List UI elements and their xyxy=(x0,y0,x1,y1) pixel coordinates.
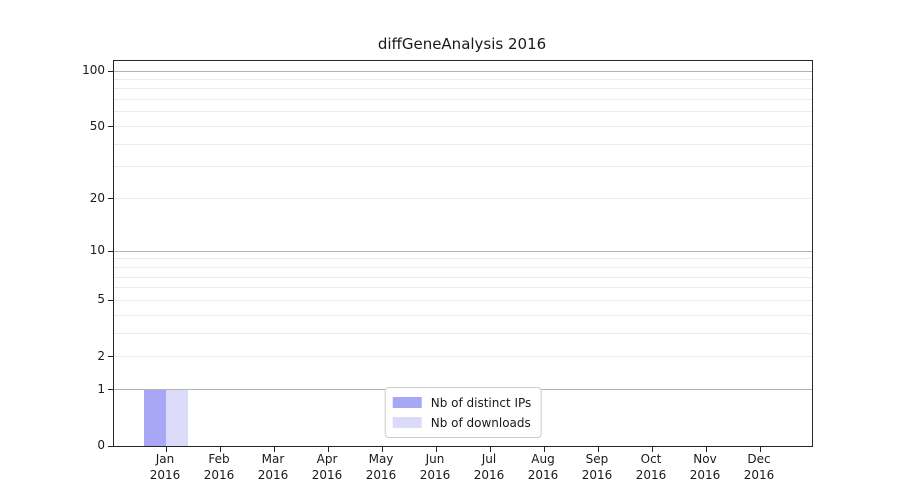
x-tick-label: Feb 2016 xyxy=(204,451,235,483)
y-gridline-minor xyxy=(114,198,812,200)
y-gridline-minor xyxy=(114,111,812,113)
legend: Nb of distinct IPs Nb of downloads xyxy=(384,387,542,438)
y-tick xyxy=(108,389,113,391)
x-tick-month: Nov xyxy=(693,452,717,466)
x-tick xyxy=(435,447,437,452)
chart-title: diffGeneAnalysis 2016 xyxy=(377,35,547,53)
y-gridline-minor xyxy=(114,299,812,301)
legend-label: Nb of downloads xyxy=(430,415,531,430)
x-tick-year: 2016 xyxy=(689,468,721,482)
y-tick-label: 10 xyxy=(89,243,105,258)
y-tick xyxy=(108,445,113,447)
y-gridline-minor xyxy=(114,266,812,268)
y-tick-label: 2 xyxy=(97,348,105,363)
x-tick-month: May xyxy=(368,452,394,466)
x-tick-month: Feb xyxy=(208,452,230,466)
x-tick-year: 2016 xyxy=(203,468,235,482)
y-tick xyxy=(108,126,113,128)
x-tick xyxy=(651,447,653,452)
legend-swatch-nb-of-distinct-ips xyxy=(392,397,422,408)
x-tick-label: May 2016 xyxy=(366,451,397,483)
x-tick xyxy=(489,447,491,452)
legend-swatch-nb-of-downloads xyxy=(392,417,422,428)
y-gridline-major xyxy=(114,70,812,72)
x-tick xyxy=(759,447,761,452)
x-tick xyxy=(273,447,275,452)
x-tick-year: 2016 xyxy=(257,468,289,482)
x-tick xyxy=(165,447,167,452)
y-tick-label: 1 xyxy=(97,381,105,396)
y-gridline-minor xyxy=(114,78,812,80)
y-gridline-minor xyxy=(114,356,812,358)
x-tick xyxy=(327,447,329,452)
y-gridline-minor xyxy=(114,166,812,168)
x-tick xyxy=(381,447,383,452)
y-gridline-minor xyxy=(114,88,812,90)
x-tick-year: 2016 xyxy=(419,468,451,482)
x-tick-year: 2016 xyxy=(473,468,505,482)
x-tick xyxy=(597,447,599,452)
x-tick-month: Apr xyxy=(316,452,338,466)
x-tick-label: Jan 2016 xyxy=(150,451,181,483)
x-tick-label: Dec 2016 xyxy=(744,451,775,483)
x-tick-label: Oct 2016 xyxy=(636,451,667,483)
x-tick-month: Mar xyxy=(261,452,285,466)
y-tick xyxy=(108,198,113,200)
y-gridline-minor xyxy=(114,143,812,145)
y-gridline-major xyxy=(114,250,812,252)
legend-entry: Nb of distinct IPs xyxy=(392,394,532,411)
x-tick-month: Aug xyxy=(531,452,555,466)
y-gridline-minor xyxy=(114,258,812,260)
y-tick xyxy=(108,299,113,301)
y-gridline-minor xyxy=(114,126,812,128)
x-tick-label: Jun 2016 xyxy=(420,451,451,483)
x-tick xyxy=(543,447,545,452)
y-tick-label: 50 xyxy=(89,118,105,133)
x-tick-month: Sep xyxy=(585,452,609,466)
x-tick-label: Sep 2016 xyxy=(582,451,613,483)
y-tick-label: 100 xyxy=(82,63,105,77)
y-gridline-minor xyxy=(114,332,812,334)
x-tick-label: Apr 2016 xyxy=(312,451,343,483)
x-tick-year: 2016 xyxy=(365,468,397,482)
y-gridline-minor xyxy=(114,314,812,316)
y-tick xyxy=(108,356,113,358)
bar-nb-of-distinct-ips xyxy=(144,389,166,446)
x-tick-year: 2016 xyxy=(311,468,343,482)
y-tick-label: 0 xyxy=(97,438,105,452)
x-tick-label: Mar 2016 xyxy=(258,451,289,483)
y-gridline-minor xyxy=(114,287,812,289)
x-tick-year: 2016 xyxy=(527,468,559,482)
x-tick-year: 2016 xyxy=(635,468,667,482)
x-tick-label: Nov 2016 xyxy=(690,451,721,483)
legend-label: Nb of distinct IPs xyxy=(430,395,532,410)
y-tick xyxy=(108,70,113,72)
x-tick-month: Dec xyxy=(747,452,771,466)
legend-entry: Nb of downloads xyxy=(392,414,532,431)
x-tick-year: 2016 xyxy=(581,468,613,482)
x-tick-label: Jul 2016 xyxy=(474,451,505,483)
y-tick-label: 5 xyxy=(97,292,105,307)
x-axis: Jan 2016 Feb 2016 Mar 2016 Apr 2016 May 2016 Jun 20… xyxy=(113,451,811,491)
y-gridline-minor xyxy=(114,276,812,278)
x-tick xyxy=(219,447,221,452)
x-tick-label: Aug 2016 xyxy=(528,451,559,483)
x-tick-month: Oct xyxy=(640,452,662,466)
x-tick xyxy=(705,447,707,452)
bar-nb-of-downloads xyxy=(166,389,188,446)
x-tick-month: Jun xyxy=(425,452,445,466)
x-tick-month: Jan xyxy=(155,452,175,466)
x-tick-year: 2016 xyxy=(149,468,181,482)
y-axis: 0 1 2 5 10 20 50 100 xyxy=(0,60,105,452)
x-tick-year: 2016 xyxy=(743,468,775,482)
y-tick xyxy=(108,250,113,252)
y-gridline-minor xyxy=(114,99,812,101)
plot-area: Nb of distinct IPs Nb of downloads xyxy=(108,60,813,452)
x-tick-month: Jul xyxy=(481,452,497,466)
y-tick-label: 20 xyxy=(89,190,105,205)
